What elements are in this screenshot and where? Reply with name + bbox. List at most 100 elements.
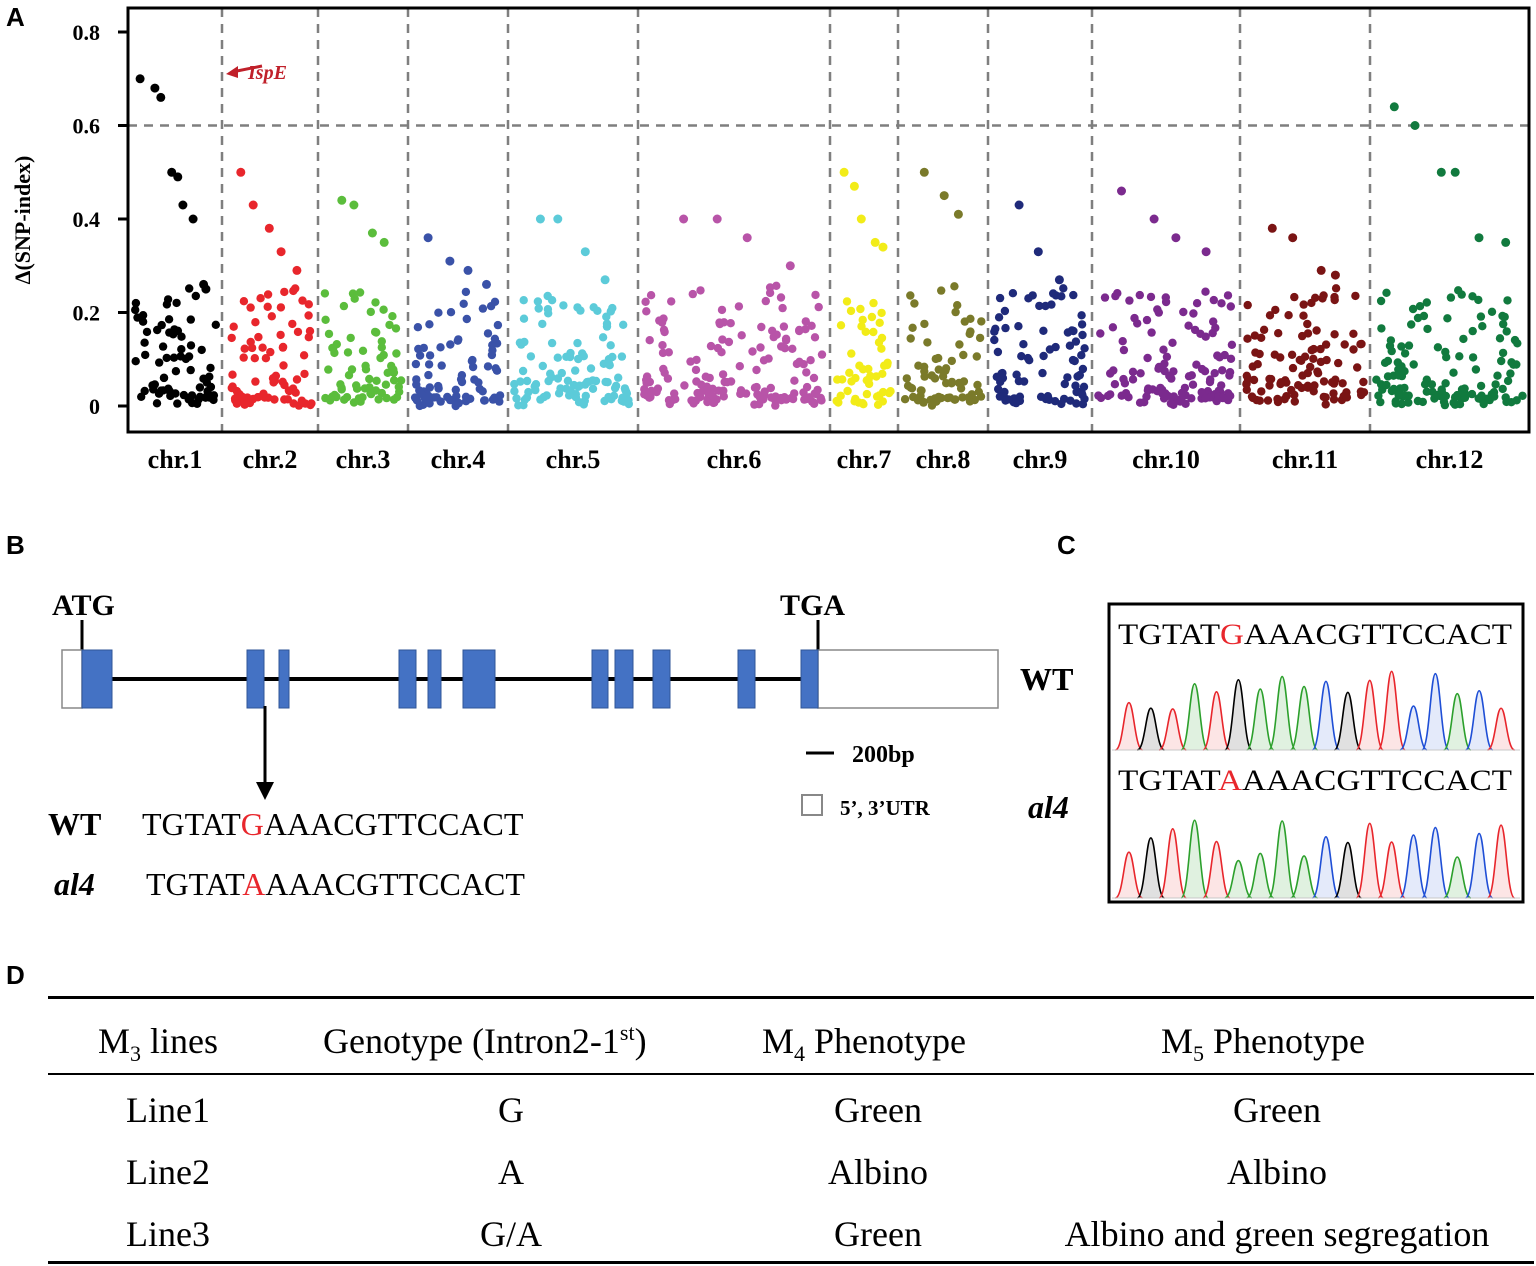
snp-point	[1039, 326, 1048, 335]
snp-point	[1014, 322, 1023, 331]
snp-point	[1242, 380, 1251, 389]
snp-point	[227, 383, 236, 393]
snp-point	[802, 368, 811, 377]
snp-point	[284, 386, 294, 395]
snp-point	[1309, 354, 1318, 363]
snp-point	[299, 351, 309, 360]
snp-point	[325, 396, 335, 405]
snp-peak-point	[1436, 167, 1446, 177]
chromatogram-peak	[1289, 685, 1319, 751]
snp-point	[1415, 302, 1425, 311]
snp-point	[270, 376, 280, 385]
snp-point	[1257, 333, 1266, 342]
row3-m5: Albino and green segregation	[1064, 1214, 1490, 1254]
row2-genotype: A	[498, 1152, 524, 1192]
snp-point	[688, 398, 698, 407]
chromatogram-peak	[1399, 834, 1428, 899]
snp-point	[1218, 366, 1227, 375]
snp-point	[1077, 351, 1086, 360]
snp-point	[534, 304, 543, 313]
mut-trace-prefix: TGTAT	[1118, 764, 1220, 797]
snp-point	[806, 356, 815, 365]
snp-point	[377, 337, 386, 346]
snp-point	[1502, 327, 1511, 336]
snp-point	[1497, 356, 1506, 366]
snp-point	[510, 379, 519, 389]
snp-point	[1077, 320, 1087, 329]
snp-point	[947, 356, 956, 366]
snp-point	[1409, 360, 1418, 369]
snp-point	[653, 384, 663, 393]
snp-point	[348, 289, 358, 298]
snp-point	[588, 384, 598, 393]
snp-point	[148, 381, 157, 390]
chromatogram-peak	[1333, 691, 1363, 751]
snp-peak-point	[201, 284, 211, 294]
col2-post: )	[634, 1021, 647, 1061]
snp-point	[543, 291, 552, 301]
snp-point	[717, 305, 727, 315]
chromatogram-peak	[1158, 828, 1188, 899]
snp-point	[412, 375, 421, 384]
snp-point	[437, 361, 446, 370]
snp-point	[1057, 292, 1066, 301]
snp-point	[1476, 381, 1486, 391]
snp-point	[602, 319, 612, 328]
snp-point	[425, 320, 434, 329]
snp-point	[1220, 350, 1229, 360]
snp-point	[140, 338, 149, 347]
snp-point	[991, 324, 1000, 333]
snp-point	[1357, 339, 1366, 349]
snp-point	[910, 299, 919, 308]
snp-point	[332, 392, 341, 401]
snp-point	[748, 347, 757, 356]
snp-point	[845, 368, 854, 377]
wt-seq-suffix: AAACGTTCCACT	[264, 806, 524, 842]
snp-point	[847, 377, 856, 386]
snp-point	[1187, 394, 1196, 403]
snp-point	[1297, 383, 1306, 393]
utr3-box	[817, 649, 999, 709]
snp-point	[169, 353, 179, 362]
chromatogram-peak	[1421, 672, 1450, 751]
snp-point	[1316, 344, 1325, 354]
snp-point	[877, 333, 887, 343]
snp-point	[993, 347, 1003, 357]
y-tick-label: 0.4	[73, 207, 101, 232]
utr5-box	[61, 649, 83, 709]
snp-point	[254, 332, 263, 342]
row1-genotype: G	[498, 1090, 524, 1130]
snp-peak-point	[445, 256, 455, 266]
annotation-label: IspE	[247, 62, 287, 84]
snp-point	[186, 365, 195, 375]
sequencing-chromatogram: WT al4 TGTAT GAAACGTTCCACT TGTAT AAAACGTTC…	[1020, 602, 1525, 904]
snp-point	[436, 397, 445, 406]
chromatogram-peak	[1377, 670, 1406, 751]
snp-point	[261, 354, 271, 363]
chromosome-label: chr.7	[837, 445, 892, 474]
snp-point	[919, 398, 928, 407]
snp-point	[759, 356, 769, 365]
snp-point	[203, 387, 212, 396]
snp-point	[951, 307, 960, 317]
snp-point	[425, 399, 434, 408]
chromatogram-peak	[1136, 837, 1166, 899]
snp-point	[1017, 352, 1026, 361]
mutation-pointer-head	[256, 782, 274, 800]
snp-point	[1096, 393, 1106, 403]
snp-point	[1266, 374, 1276, 384]
snp-point	[1078, 364, 1088, 374]
snp-point	[807, 321, 816, 330]
snp-point	[304, 300, 313, 309]
snp-point	[856, 304, 865, 314]
snp-point	[713, 343, 723, 353]
snp-point	[1184, 372, 1194, 381]
snp-point	[391, 324, 401, 333]
snp-point	[385, 320, 394, 330]
snp-point	[358, 346, 368, 355]
row2-line: Line2	[126, 1152, 210, 1192]
snp-point	[1459, 334, 1468, 344]
snp-point	[424, 360, 434, 369]
snp-peak-point	[1288, 233, 1298, 243]
snp-point	[1161, 297, 1171, 307]
